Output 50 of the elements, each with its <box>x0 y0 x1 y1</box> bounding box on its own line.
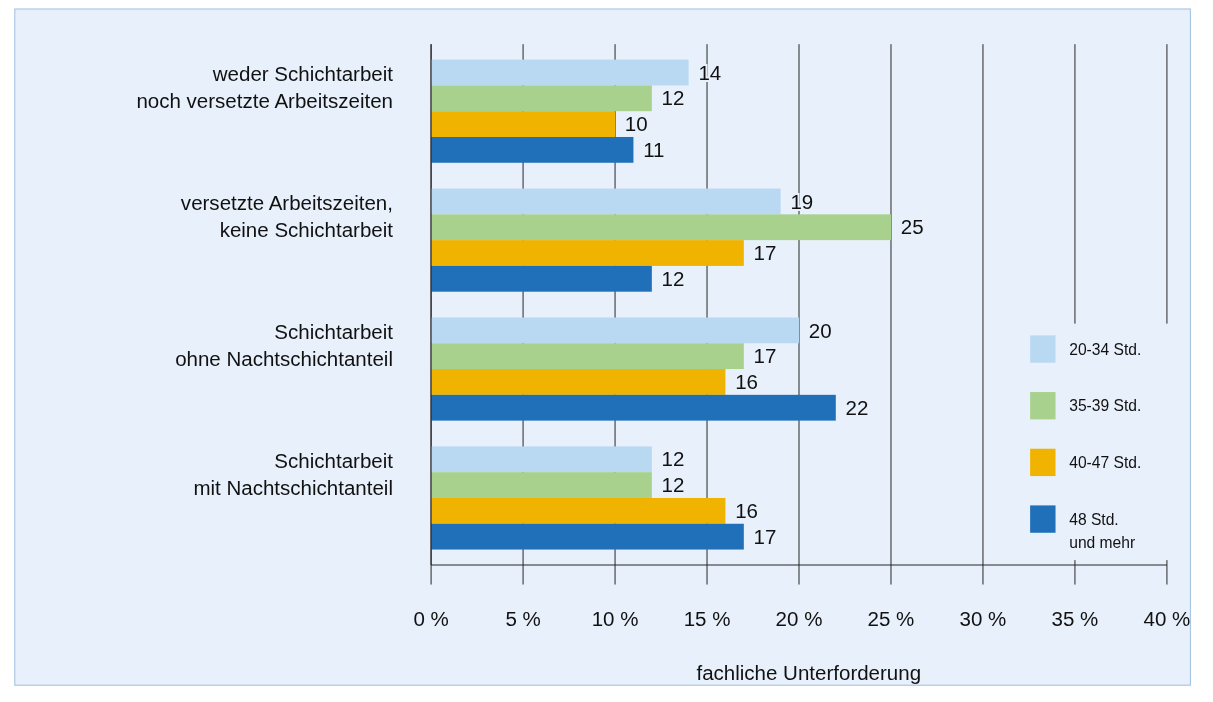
bar <box>431 265 652 292</box>
legend-label: 35-39 Std. <box>1069 397 1142 415</box>
x-tick-label: 20 % <box>775 606 823 630</box>
y-tick-label: Schichtarbeit ohne Nachtschichtanteil <box>175 320 394 370</box>
bar <box>431 472 652 498</box>
y-tick-label: weder Schichtarbeit noch versetzte Arbeitszeiten <box>136 62 394 112</box>
x-tick-label: 15 % <box>683 606 731 630</box>
data-label: 17 <box>753 241 777 265</box>
data-label: 25 <box>900 215 924 239</box>
data-label: 12 <box>661 447 685 471</box>
x-tick-label: 35 % <box>1051 606 1099 630</box>
bar <box>431 523 744 550</box>
bar <box>431 394 836 421</box>
bar <box>431 188 781 215</box>
x-tick-label: 25 % <box>867 606 915 630</box>
legend-label: 20-34 Std. <box>1069 340 1142 358</box>
bar <box>431 317 800 344</box>
data-label: 20 <box>808 318 832 342</box>
bar <box>431 59 689 86</box>
x-tick-label: 40 % <box>1143 606 1191 630</box>
bar <box>431 343 744 370</box>
x-tick-label: 0 % <box>413 606 449 630</box>
x-axis-title: fachliche Unterforderung <box>696 661 922 685</box>
bar <box>431 214 891 241</box>
data-label: 14 <box>698 60 722 84</box>
legend-label: 48 Std. und mehr <box>1069 510 1136 552</box>
data-label: 12 <box>661 86 685 110</box>
data-label: 17 <box>753 524 777 548</box>
data-label: 17 <box>753 344 777 368</box>
legend-label: 40-47 Std. <box>1069 453 1142 471</box>
data-label: 10 <box>624 112 648 136</box>
x-tick-label: 30 % <box>959 606 1007 630</box>
bar <box>431 136 634 163</box>
x-tick-label: 10 % <box>591 606 639 630</box>
data-label: 16 <box>735 370 759 394</box>
bar <box>431 85 652 112</box>
data-label: 22 <box>845 395 869 419</box>
bar <box>431 446 652 473</box>
data-label: 11 <box>643 138 665 162</box>
y-tick-label: versetzte Arbeitszeiten, keine Schichtarbeit <box>180 191 394 241</box>
bar <box>431 497 726 524</box>
bar <box>431 111 616 137</box>
bar <box>431 240 744 266</box>
x-tick-label: 5 % <box>505 606 541 630</box>
data-label: 12 <box>661 473 685 497</box>
data-label: 12 <box>661 266 685 290</box>
bar <box>431 369 726 395</box>
data-label: 16 <box>735 499 759 523</box>
y-tick-label: Schichtarbeit mit Nachtschichtanteil <box>193 449 394 499</box>
data-label: 19 <box>790 189 814 213</box>
